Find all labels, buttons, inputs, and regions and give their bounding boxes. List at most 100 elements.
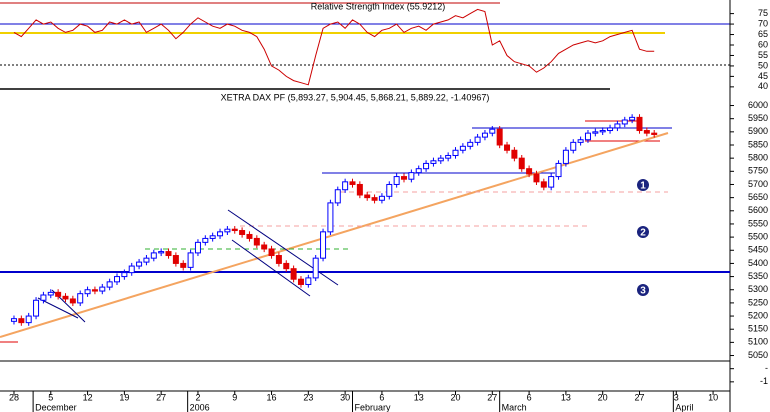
candle-body bbox=[320, 231, 327, 259]
annotation-marker bbox=[637, 284, 649, 296]
candle-body bbox=[452, 149, 459, 157]
x-tick-label: 3 bbox=[674, 392, 679, 402]
y-tick-label: 5100 bbox=[748, 337, 768, 347]
y-tick-label: 5600 bbox=[748, 205, 768, 215]
x-tick-label: 9 bbox=[232, 392, 237, 402]
candle-body bbox=[614, 123, 621, 129]
y-tick-label: 5350 bbox=[748, 271, 768, 281]
candle-body bbox=[187, 252, 194, 268]
x-tick-label: 6 bbox=[379, 392, 384, 402]
candle-body bbox=[202, 237, 209, 243]
candle-body bbox=[40, 294, 47, 301]
y-tick-label: 5850 bbox=[748, 139, 768, 149]
candle-body bbox=[62, 295, 69, 300]
y-tick-label: 60 bbox=[758, 39, 768, 49]
candle-body bbox=[423, 162, 430, 170]
candle-body bbox=[481, 132, 488, 138]
candle-body bbox=[77, 293, 84, 304]
candle-body bbox=[275, 255, 282, 264]
candle-body bbox=[150, 252, 157, 259]
x-tick-label: 13 bbox=[561, 392, 571, 402]
candle-body bbox=[290, 268, 297, 280]
x-tick-label: 28 bbox=[9, 392, 19, 402]
candle-body bbox=[636, 116, 643, 132]
x-tick-label: 6 bbox=[527, 392, 532, 402]
candle-body bbox=[629, 116, 636, 121]
candle-body bbox=[459, 145, 466, 151]
candle-body bbox=[172, 255, 179, 264]
candle-body bbox=[584, 132, 591, 141]
candle-body bbox=[69, 298, 76, 304]
candle-body bbox=[47, 291, 54, 296]
candle-body bbox=[415, 168, 422, 174]
candle-body bbox=[297, 278, 304, 285]
annotation-marker bbox=[637, 226, 649, 238]
x-tick-label: 19 bbox=[119, 392, 129, 402]
annotation: 3 bbox=[640, 286, 646, 297]
candle-body bbox=[570, 141, 577, 151]
candle-body bbox=[283, 262, 290, 270]
candle-body bbox=[327, 202, 334, 233]
candle-body bbox=[143, 257, 150, 263]
candle-body bbox=[599, 130, 606, 133]
candle-body bbox=[334, 189, 341, 204]
month-label: April bbox=[675, 402, 693, 412]
y-tick-label: 5800 bbox=[748, 153, 768, 163]
candle-body bbox=[55, 291, 62, 297]
candle-body bbox=[165, 251, 172, 257]
candle-body bbox=[518, 157, 525, 170]
x-tick-label: 20 bbox=[451, 392, 461, 402]
candle-body bbox=[136, 261, 143, 267]
y-tick-label: 65 bbox=[758, 29, 768, 39]
x-tick-label: 23 bbox=[303, 392, 313, 402]
candle-body bbox=[261, 244, 268, 250]
candle-body bbox=[378, 195, 385, 201]
y-tick-label: 5300 bbox=[748, 284, 768, 294]
channel-line bbox=[37, 297, 79, 319]
candle-body bbox=[33, 299, 40, 317]
candle-body bbox=[467, 141, 474, 147]
candle-body bbox=[651, 132, 658, 135]
y-tick-label: 5550 bbox=[748, 218, 768, 228]
x-tick-label: 2 bbox=[195, 392, 200, 402]
y-tick-label: 75 bbox=[758, 8, 768, 18]
x-tick-label: 30 bbox=[340, 392, 350, 402]
candle-body bbox=[121, 272, 128, 278]
rsi-line bbox=[13, 8, 655, 86]
candle-body bbox=[246, 233, 253, 239]
candle-body bbox=[445, 155, 452, 159]
x-tick-label: 10 bbox=[708, 392, 718, 402]
annotation-marker bbox=[637, 179, 649, 191]
chart-title: XETRA DAX PF (5,893.27, 5,904.45, 5,868.… bbox=[221, 92, 490, 102]
candle-body bbox=[224, 228, 231, 233]
candle-body bbox=[393, 176, 400, 185]
candle-body bbox=[371, 197, 378, 201]
x-tick-label: 16 bbox=[267, 392, 277, 402]
y-tick-label: 5150 bbox=[748, 324, 768, 334]
candle-body bbox=[253, 237, 260, 246]
candle-body bbox=[114, 276, 121, 283]
y-tick-label: 5050 bbox=[748, 350, 768, 360]
candle-body bbox=[217, 231, 224, 237]
x-tick-label: 27 bbox=[634, 392, 644, 402]
rsi-title: Relative Strength Index (55.9212) bbox=[311, 1, 446, 11]
candle-body bbox=[231, 228, 238, 232]
candle-body bbox=[555, 162, 562, 178]
candle-body bbox=[577, 139, 584, 143]
candle-body bbox=[540, 181, 547, 188]
candle-body bbox=[209, 235, 216, 239]
y-tick-label: 55 bbox=[758, 50, 768, 60]
candle-body bbox=[349, 181, 356, 185]
candle-body bbox=[592, 131, 599, 134]
candle-body bbox=[312, 257, 319, 279]
candle-body bbox=[562, 149, 569, 164]
candle-body bbox=[474, 136, 481, 143]
candle-body bbox=[194, 241, 201, 254]
candle-body bbox=[430, 160, 437, 164]
candle-body bbox=[401, 176, 408, 180]
candle-body bbox=[91, 289, 98, 292]
candle-body bbox=[268, 248, 275, 257]
candle-body bbox=[25, 315, 32, 324]
x-tick-label: 27 bbox=[156, 392, 166, 402]
